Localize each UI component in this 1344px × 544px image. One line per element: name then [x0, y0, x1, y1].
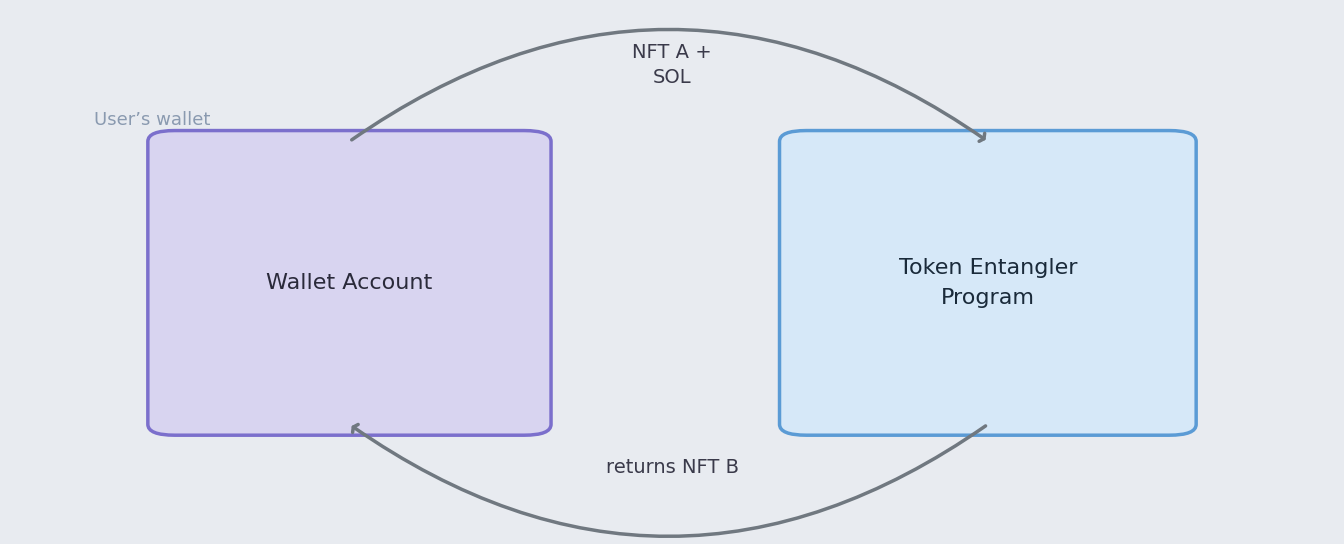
Text: returns NFT B: returns NFT B [606, 459, 738, 477]
Text: User’s wallet: User’s wallet [94, 110, 211, 129]
Text: Token Entangler
Program: Token Entangler Program [899, 258, 1077, 308]
Text: NFT A +
SOL: NFT A + SOL [632, 44, 712, 87]
FancyBboxPatch shape [780, 131, 1196, 435]
Text: Wallet Account: Wallet Account [266, 273, 433, 293]
FancyBboxPatch shape [148, 131, 551, 435]
